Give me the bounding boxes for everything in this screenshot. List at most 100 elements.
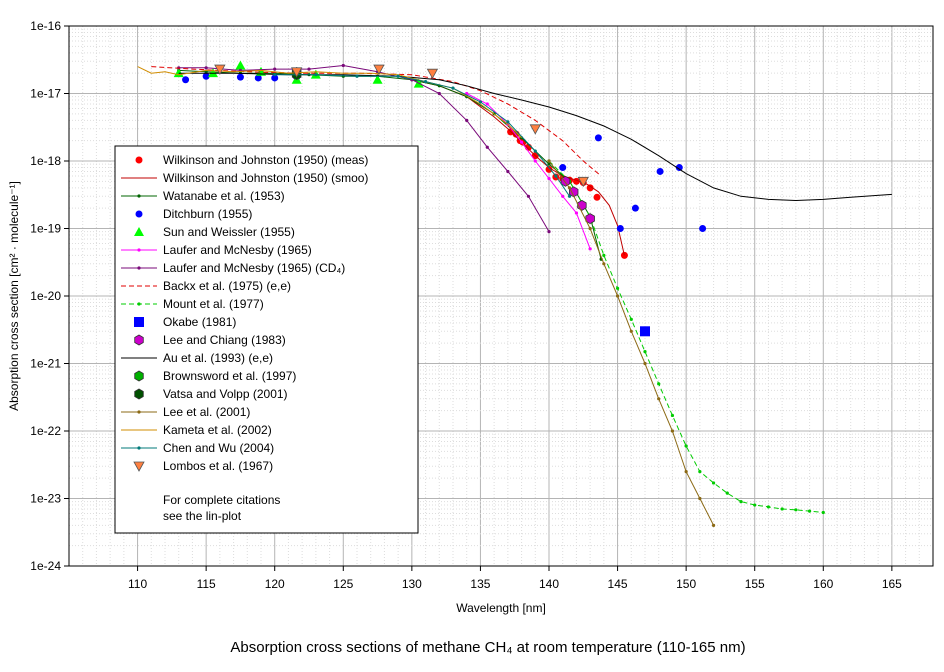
data-point [698,496,702,501]
legend-label: Vatsa and Volpp (2001) [163,387,288,401]
legend-marker [134,334,144,346]
data-point [631,204,639,212]
data-point [629,329,633,333]
legend-item: Vatsa and Volpp (2001) [134,387,288,401]
data-point [451,86,455,90]
legend-item: Lombos et al. (1967) [133,459,273,473]
y-tick-label: 1e-24 [30,559,61,573]
data-point [547,176,551,181]
data-point [602,262,606,266]
data-point [545,165,553,173]
data-point [506,169,510,174]
series-16 [273,73,572,198]
series-9 [640,326,650,337]
series-line [548,160,715,526]
legend-item: Okabe (1981) [134,315,236,329]
data-point [807,509,812,513]
data-point [699,225,707,232]
data-point [465,118,469,122]
legend-marker [137,194,141,198]
data-point [307,67,311,71]
legend-item: Brownsword et al. (1997) [134,369,296,383]
series-line [151,66,602,177]
legend-item: Wilkinson and Johnston (1950) (meas) [135,153,368,167]
data-point [437,91,441,96]
data-point [766,505,771,509]
data-point [657,397,661,401]
legend-marker [135,210,143,218]
data-point [739,499,743,504]
data-point [426,68,439,80]
legend-item: Chen and Wu (2004) [121,441,274,455]
data-point [547,162,551,166]
legend-marker [137,446,141,450]
series-3 [182,72,707,232]
x-tick-label: 110 [128,577,147,591]
data-point [341,63,345,68]
series-14 [547,159,716,527]
data-point [753,503,757,507]
data-point [711,481,716,485]
legend-label: Laufer and McNesby (1965) [163,243,312,257]
x-tick-label: 140 [539,577,559,591]
data-point [577,176,589,188]
series-15 [137,66,522,139]
legend-label: Watanabe et al. (1953) [163,189,285,203]
legend-marker [137,410,141,414]
legend-box [114,145,419,534]
data-point [670,429,675,433]
x-tick-label: 115 [197,577,216,591]
series-10 [560,175,595,225]
data-point [615,286,620,290]
data-point [214,64,226,75]
data-series [137,60,892,527]
data-point [602,253,606,257]
legend-item: Ditchburn (1955) [135,207,252,221]
data-point [519,140,524,144]
legend-label: Laufer and McNesby (1965) (CD₄) [163,261,345,275]
x-tick-label: 150 [676,577,696,591]
data-point [485,102,489,106]
y-tick-label: 1e-16 [30,19,61,33]
x-tick-label: 160 [813,577,833,591]
legend-label: Backx et al. (1975) (e,e) [163,279,291,293]
data-point [290,67,303,78]
data-point [529,124,541,135]
x-tick-label: 120 [265,577,285,591]
x-tick-label: 165 [882,577,902,591]
data-point [254,74,262,82]
data-point [594,134,602,142]
y-axis-label: Absorption cross section [cm² · molecule… [7,181,21,411]
data-point [711,523,716,527]
data-point [559,164,567,172]
data-point [526,194,531,198]
y-tick-label: 1e-22 [30,424,61,438]
legend-item: Wilkinson and Johnston (1950) (smoo) [121,171,368,185]
y-tick-label: 1e-21 [30,357,61,371]
data-point [373,64,385,75]
y-tick-label: 1e-19 [30,222,61,236]
legend-label: Brownsword et al. (1997) [163,369,296,383]
data-point [629,317,633,322]
legend-label: Lombos et al. (1967) [163,459,273,473]
axis-ticks: 110 115 120 125 130 135 140 145 150 155 160 165 1e-1… [30,19,902,591]
data-point [616,225,624,232]
data-point [204,66,208,70]
data-point [506,120,510,124]
data-point [561,194,565,198]
data-point [684,444,688,448]
legend-item: Au et al. (1993) (e,e) [121,351,273,365]
data-point [236,73,244,81]
data-point [657,382,661,386]
legend-item: Mount et al. (1977) [121,297,264,311]
data-point [643,361,647,366]
legend-marker [134,388,144,400]
y-tick-label: 1e-18 [30,154,61,168]
data-point [794,508,798,512]
data-point [208,68,218,78]
data-point [182,76,190,84]
data-point [547,229,551,234]
legend-item: Backx et al. (1975) (e,e) [121,279,291,293]
